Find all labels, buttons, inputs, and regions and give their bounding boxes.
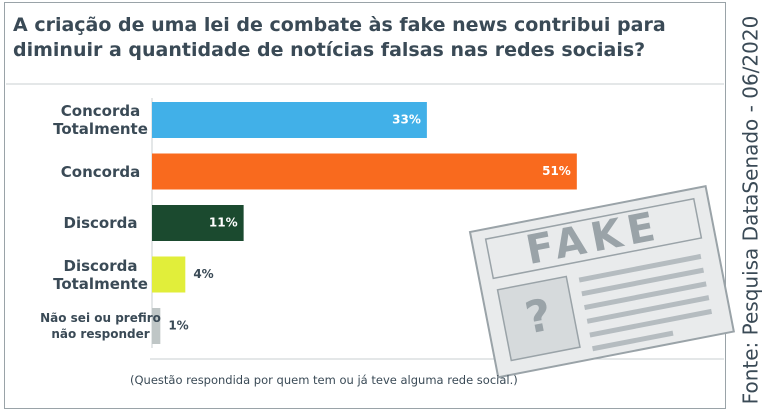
footnote: (Questão respondida por quem tem ou já t… bbox=[130, 373, 518, 387]
photo bbox=[496, 275, 581, 362]
frame bbox=[4, 2, 726, 409]
bar bbox=[152, 153, 577, 190]
category-label: Concorda Totalmente bbox=[53, 102, 148, 138]
text-lines bbox=[578, 253, 713, 352]
category-label: Discorda bbox=[63, 214, 138, 232]
bar bbox=[152, 205, 244, 241]
headline-box bbox=[484, 197, 703, 280]
value-label: 51% bbox=[542, 164, 571, 178]
value-label: 1% bbox=[168, 319, 188, 333]
value-label: 4% bbox=[193, 267, 213, 281]
value-label: 33% bbox=[392, 113, 421, 127]
bar bbox=[152, 102, 427, 138]
category-label: Não sei ou prefiro não responder bbox=[40, 311, 161, 341]
bar bbox=[152, 308, 161, 344]
value-label: 11% bbox=[209, 216, 238, 230]
chart-title: A criação de uma lei de combate às fake … bbox=[13, 14, 666, 61]
source: Fonte: Pesquisa DataSenado - 06/2020 bbox=[739, 16, 763, 405]
category-label: Concorda bbox=[60, 162, 141, 181]
bar bbox=[152, 256, 186, 293]
category-label: Discorda Totalmente bbox=[53, 256, 148, 293]
newspaper-illustration: FAKE ? bbox=[468, 185, 736, 379]
